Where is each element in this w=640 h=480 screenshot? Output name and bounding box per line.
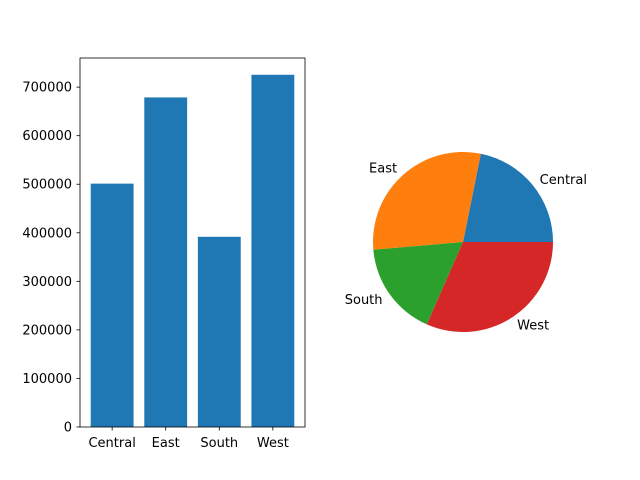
x-tick-label: East (152, 436, 180, 451)
x-tick-label: West (257, 436, 289, 451)
pie-label: Central (540, 173, 587, 188)
y-tick-label: 600000 (22, 129, 72, 144)
y-tick-label: 100000 (22, 372, 72, 387)
pie-slice-central (463, 153, 553, 242)
pie-slice-east (372, 152, 481, 250)
y-tick-label: 500000 (22, 178, 72, 193)
bar-east (144, 97, 188, 427)
y-tick-label: 700000 (22, 81, 72, 96)
bar-chart: Central East South West 0 100000 200000 300000 4… (22, 57, 306, 451)
x-tick-label: Central (88, 436, 135, 451)
y-tick-label: 0 (64, 421, 72, 436)
pie-chart: Central East South West (345, 152, 587, 333)
bar-central (90, 183, 134, 427)
y-tick-label: 300000 (22, 275, 72, 290)
x-tick-label: South (200, 436, 238, 451)
bar-south (197, 236, 241, 427)
pie-slice-west (426, 242, 553, 332)
pie-label: South (345, 293, 383, 308)
bar-west (251, 74, 295, 427)
y-tick-label: 400000 (22, 226, 72, 241)
bar-plot-frame (79, 57, 306, 428)
y-tick-label: 200000 (22, 323, 72, 338)
pie-label: West (517, 318, 549, 333)
pie-label: East (369, 162, 397, 177)
pie-slice-south (373, 242, 463, 325)
